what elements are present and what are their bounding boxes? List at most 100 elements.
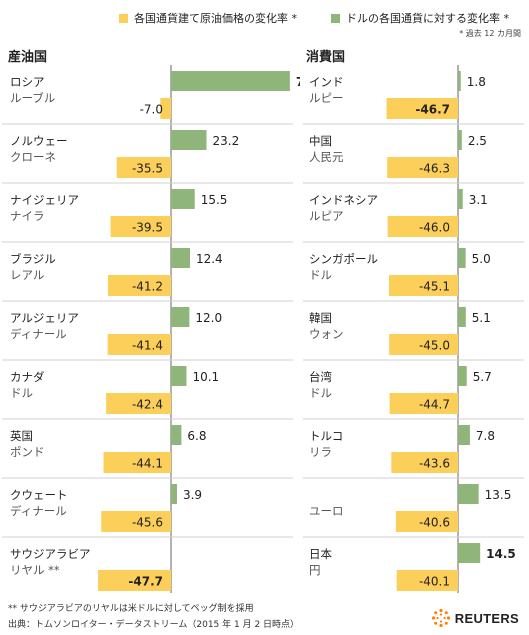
bar-usd-change: [171, 130, 207, 150]
bar-usd-change: [458, 543, 481, 563]
currency-label: ユーロ: [309, 504, 344, 518]
value-label-usd-change: 15.5: [201, 193, 228, 207]
country-label: インドネシア: [309, 193, 378, 207]
currency-label: ディナール: [10, 327, 67, 341]
bar-oil-price-change: [389, 334, 458, 355]
bar-usd-change: [458, 425, 470, 445]
bar-oil-price-change: [386, 98, 458, 119]
legend: 各国通貨建て原油価格の変化率 * ドルの各国通貨に対する変化率 * * 過去 1…: [0, 0, 529, 40]
value-label-usd-change: 7.8: [476, 429, 495, 443]
currency-label: ディナール: [10, 504, 67, 518]
value-label-usd-change: 3.1: [469, 193, 488, 207]
value-label-oil-price-change: -7.0: [140, 103, 163, 117]
bar-usd-change: [458, 366, 467, 386]
country-label: インド: [309, 75, 344, 89]
bar-usd-change: [171, 484, 177, 504]
value-label-usd-change: 5.7: [473, 370, 492, 384]
footnote: ** サウジアラビアのリヤルは米ドルに対してペッグ制を採用: [8, 604, 254, 614]
value-label-oil-price-change: -42.4: [132, 398, 163, 412]
panel-title-consumers: 消費国: [306, 50, 346, 65]
bar-usd-change: [171, 307, 190, 327]
legend-swatch-oil: [119, 13, 128, 23]
country-label: 英国: [10, 429, 33, 443]
bar-oil-price-change: [387, 157, 458, 178]
bar-oil-price-change: [116, 157, 171, 178]
value-label-oil-price-change: -35.5: [132, 162, 163, 176]
bar-usd-change: [458, 248, 466, 268]
value-label-oil-price-change: -40.6: [419, 516, 450, 530]
country-label: 日本: [309, 547, 332, 561]
currency-label: ルーブル: [10, 91, 55, 105]
currency-label: 人民元: [309, 150, 344, 164]
bar-usd-change: [171, 248, 190, 268]
value-label-oil-price-change: -44.7: [419, 398, 450, 412]
country-label: ブラジル: [10, 252, 56, 266]
bar-oil-price-change: [101, 511, 171, 532]
currency-label: ナイラ: [10, 209, 45, 223]
reuters-logo-icon: [431, 608, 450, 628]
currency-label: ルピア: [309, 209, 344, 223]
value-label-oil-price-change: -46.3: [419, 162, 450, 176]
value-label-usd-change: 3.9: [183, 488, 202, 502]
currency-label: ドル: [309, 386, 332, 400]
legend-label-oil: 各国通貨建て原油価格の変化率 *: [134, 12, 297, 25]
legend-item-oil-price: 各国通貨建て原油価格の変化率 *: [119, 10, 297, 26]
bar-usd-change: [458, 71, 461, 91]
country-label: 台湾: [309, 370, 332, 384]
value-label-oil-price-change: -46.7: [415, 103, 450, 117]
legend-swatch-usd: [331, 13, 340, 23]
bar-usd-change: [458, 307, 466, 327]
currency-label: 円: [309, 563, 321, 577]
value-label-oil-price-change: -47.7: [128, 575, 163, 589]
bar-oil-price-change: [110, 216, 171, 237]
value-label-usd-change: 14.5: [486, 547, 516, 561]
country-label: 韓国: [309, 311, 332, 325]
currency-label: ドル: [309, 268, 332, 282]
value-label-usd-change: 5.1: [472, 311, 491, 325]
currency-label: レアル: [10, 268, 44, 282]
country-label: シンガポール: [309, 252, 378, 266]
bar-oil-price-change: [396, 570, 458, 591]
bar-oil-price-change: [103, 452, 171, 473]
country-label: カナダ: [10, 370, 45, 384]
value-label-usd-change: 77.7: [296, 75, 300, 89]
bar-usd-change: [171, 189, 195, 209]
bar-oil-price-change: [387, 216, 458, 237]
bar-oil-price-change: [107, 275, 171, 296]
bar-usd-change: [458, 189, 463, 209]
bar-oil-price-change: [107, 334, 171, 355]
value-label-oil-price-change: -46.0: [419, 221, 450, 235]
value-label-usd-change: 5.0: [472, 252, 491, 266]
value-label-usd-change: 12.0: [195, 311, 222, 325]
currency-label: ルピー: [309, 91, 344, 105]
value-label-oil-price-change: -41.2: [132, 280, 163, 294]
currency-label: ウォン: [309, 327, 344, 341]
currency-label: ドル: [10, 386, 33, 400]
value-label-oil-price-change: -40.1: [419, 575, 450, 589]
value-label-oil-price-change: -45.1: [419, 280, 450, 294]
bar-usd-change: [171, 366, 187, 386]
value-label-usd-change: 23.2: [212, 134, 239, 148]
country-label: ナイジェリア: [10, 193, 79, 207]
country-label: ノルウェー: [10, 134, 68, 148]
value-label-oil-price-change: -39.5: [132, 221, 163, 235]
reuters-logo: REUTERS: [431, 608, 519, 628]
reuters-logo-text: REUTERS: [454, 610, 519, 626]
currency-label: クローネ: [10, 150, 56, 164]
country-label: トルコ: [309, 429, 343, 443]
value-label-oil-price-change: -43.6: [419, 457, 450, 471]
bar-usd-change: [171, 71, 290, 91]
value-label-usd-change: 6.8: [187, 429, 206, 443]
value-label-usd-change: 1.8: [467, 75, 486, 89]
currency-label: リヤル **: [10, 563, 60, 577]
value-label-oil-price-change: -44.1: [132, 457, 163, 471]
country-label: ロシア: [10, 75, 45, 89]
bar-usd-change: [458, 484, 479, 504]
value-label-oil-price-change: -45.0: [419, 339, 450, 353]
currency-label: リラ: [309, 445, 332, 459]
bar-oil-price-change: [389, 393, 458, 414]
country-label: アルジェリア: [10, 311, 79, 325]
bar-oil-price-change: [98, 570, 171, 591]
